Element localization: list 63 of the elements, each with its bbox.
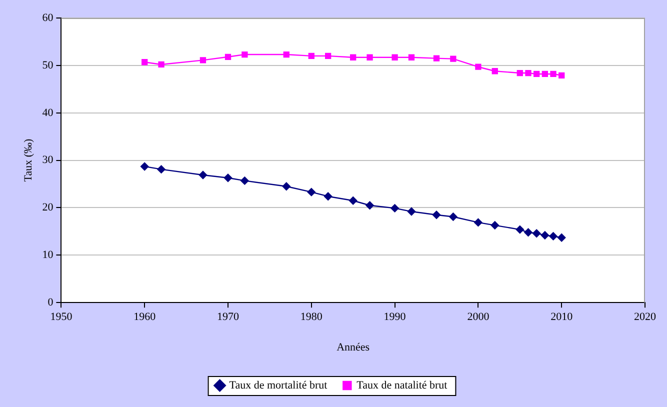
point (407, 207, 416, 216)
x-axis-title: Années (336, 341, 370, 354)
point (200, 57, 206, 64)
point (240, 176, 249, 185)
point (558, 234, 566, 242)
point (282, 182, 290, 190)
point (157, 165, 166, 174)
point (474, 218, 482, 227)
point (516, 70, 523, 76)
point (198, 170, 208, 180)
y-tick-label: 50 (42, 59, 54, 72)
point (283, 51, 290, 58)
point (325, 52, 332, 60)
point (534, 70, 540, 78)
x-tick-label: 2020 (634, 311, 656, 324)
point (475, 64, 482, 70)
y-tick-label: 0 (48, 296, 54, 308)
x-tick-label: 2010 (550, 311, 574, 324)
y-tick-label: 40 (42, 106, 54, 119)
point (542, 70, 548, 78)
point (158, 61, 164, 68)
point (492, 68, 498, 74)
point (432, 210, 441, 219)
point (433, 55, 440, 62)
point (242, 51, 248, 58)
point (142, 59, 148, 66)
point (308, 52, 314, 60)
point (140, 162, 149, 171)
point (324, 192, 332, 200)
x-tick-label: 1980 (300, 311, 323, 324)
point (366, 201, 374, 210)
point (390, 204, 399, 212)
x-tick-label: 1960 (134, 311, 156, 324)
point (392, 54, 398, 60)
y-tick-label: 10 (42, 249, 54, 262)
y-tick-label: 20 (42, 202, 54, 214)
point (558, 72, 565, 78)
point (549, 232, 558, 240)
legend-label: Taux de mortalité brut (229, 379, 328, 392)
y-axis-title: Taux (‰) (22, 138, 34, 182)
point (349, 196, 358, 205)
point (490, 221, 499, 230)
point (524, 228, 532, 236)
point (532, 229, 541, 238)
point (525, 70, 532, 76)
point (550, 70, 556, 78)
x-tick-label: 1970 (217, 311, 240, 324)
legend-label: Taux de natalité brut (356, 379, 448, 392)
x-tick-label: 1950 (50, 311, 73, 324)
point (224, 174, 232, 182)
point (350, 54, 356, 60)
point (366, 54, 373, 60)
point (307, 188, 316, 196)
x-tick-label: 1990 (384, 311, 406, 324)
point (408, 54, 415, 60)
point (450, 56, 456, 62)
point (540, 231, 550, 240)
point (224, 54, 232, 60)
x-tick-label: 2000 (467, 311, 490, 324)
y-tick-label: 60 (42, 12, 54, 24)
point (449, 212, 458, 221)
y-tick-label: 30 (42, 154, 54, 166)
point (516, 225, 524, 234)
